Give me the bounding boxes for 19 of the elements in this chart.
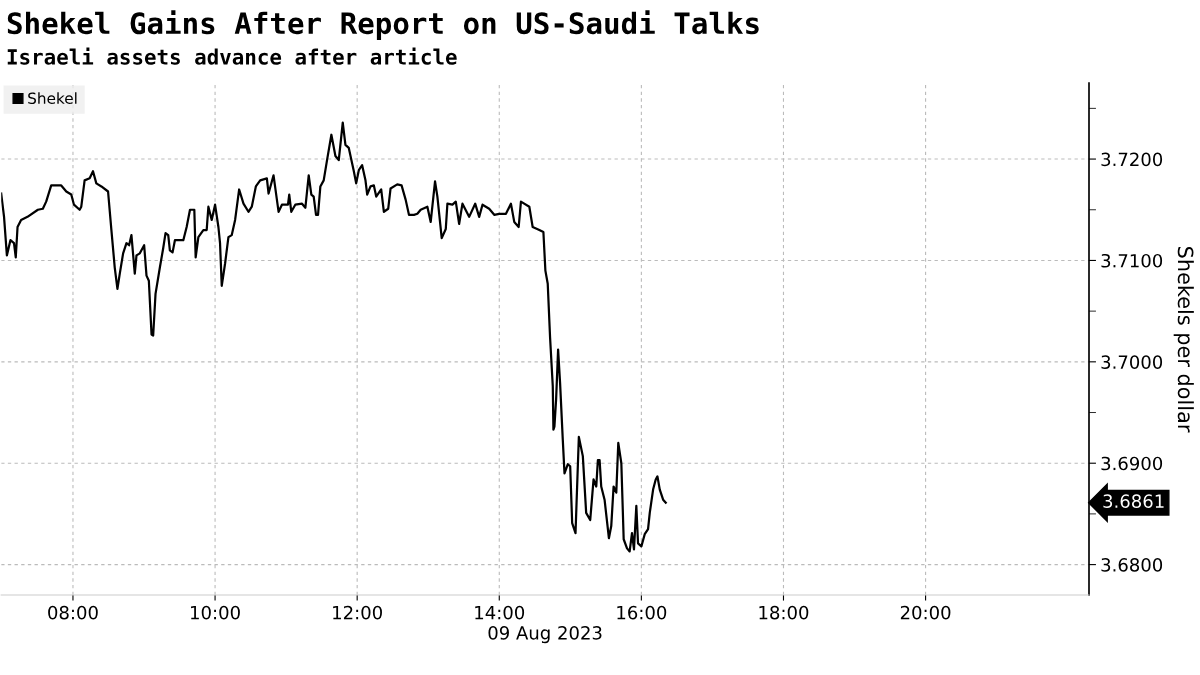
legend-label: Shekel <box>28 92 77 105</box>
x-tick-label: 08:00 <box>48 605 98 620</box>
text: 3.6861 <box>1103 494 1164 508</box>
y-tick-label: 3.7100 <box>1101 253 1163 268</box>
x-tick-label: 18:00 <box>759 605 809 620</box>
x-tick-label: 14:00 <box>475 605 525 620</box>
chart-subtitle: Israeli assets advance after article <box>7 47 457 65</box>
chart-title: Shekel Gains After Report on US-Saudi Talks <box>7 10 759 40</box>
y-tick-label: 3.6800 <box>1101 558 1163 572</box>
x-tick-label: 16:00 <box>617 605 667 620</box>
y-tick-label: 3.7200 <box>1101 152 1163 167</box>
x-tick-label: 10:00 <box>191 605 240 620</box>
x-axis-title: 09 Aug 2023 <box>488 626 602 644</box>
y-axis-title: Shekels per dollar <box>1173 247 1194 433</box>
line-series <box>1 121 667 553</box>
y-tick-label: 3.7000 <box>1101 355 1163 369</box>
y-tick-label: 3.6900 <box>1101 456 1163 471</box>
x-tick-label: 20:00 <box>900 605 951 620</box>
x-tick-label: 12:00 <box>333 605 382 620</box>
